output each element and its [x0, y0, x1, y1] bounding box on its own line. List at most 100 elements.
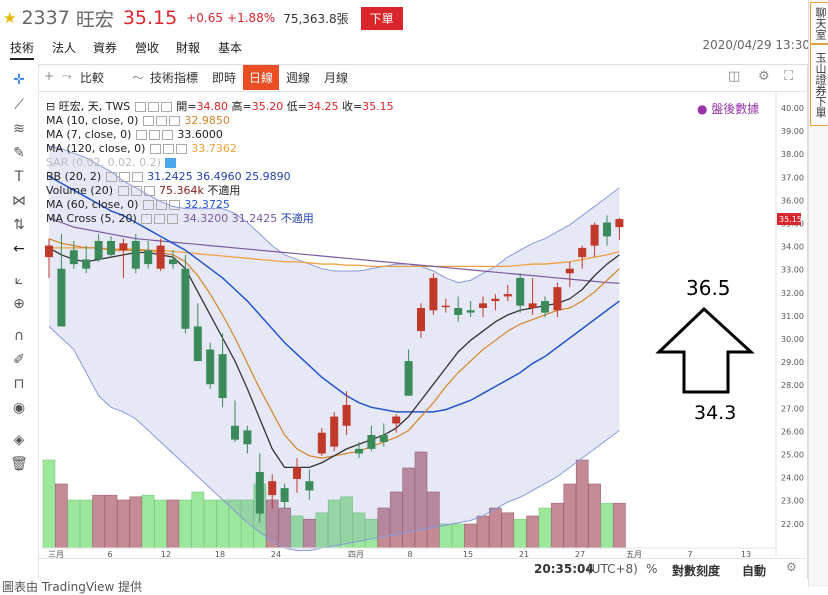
price-tick-label: 22.00: [781, 520, 804, 529]
candle-body: [355, 448, 363, 454]
compare-button[interactable]: 比較: [80, 71, 105, 85]
volume-bar: [92, 494, 105, 549]
order-button[interactable]: 下單: [360, 6, 403, 30]
legend-collapse-icon[interactable]: ⊟: [46, 100, 56, 113]
trend-line-icon[interactable]: ⟋: [14, 97, 24, 113]
daily-button[interactable]: 日線: [243, 65, 280, 90]
time-tick-label: 8: [407, 550, 412, 559]
fullscreen-icon[interactable]: ⛶: [784, 69, 794, 84]
tab-institutional[interactable]: 法人: [52, 41, 77, 55]
candle-body: [255, 471, 264, 514]
crosshair-icon[interactable]: ✛: [13, 72, 25, 88]
chart-status-bar: 20:35:04 (UTC+8) % 對數刻度 自動 ⚙: [38, 558, 806, 579]
volume-bar: [501, 512, 515, 549]
tab-margin[interactable]: 資券: [93, 41, 118, 55]
legend-close-label: 收=: [341, 100, 363, 113]
lock-icon[interactable]: ⊓: [13, 376, 25, 392]
volume-bar: [104, 494, 118, 549]
candle-body: [169, 259, 177, 265]
candle-body: [45, 245, 53, 258]
legend-settings-icon[interactable]: [147, 102, 159, 112]
candle-body: [82, 259, 91, 269]
layers-icon[interactable]: ◈: [13, 432, 25, 448]
lock-drawing-icon[interactable]: ✐: [13, 352, 25, 368]
tab-financials[interactable]: 財報: [176, 41, 201, 55]
volume-bar: [476, 515, 490, 549]
candle-body: [417, 307, 425, 332]
chatroom-button[interactable]: 聊天室: [810, 2, 828, 44]
candle-body: [578, 247, 587, 258]
monthly-button[interactable]: 月線: [324, 71, 349, 85]
candle-body: [528, 303, 537, 308]
candle-body: [206, 349, 215, 385]
measure-tool-icon[interactable]: ⇅: [13, 217, 25, 233]
candle-body: [479, 303, 487, 308]
status-timezone[interactable]: (UTC+8): [587, 562, 638, 576]
add-symbol-icon[interactable]: +: [44, 69, 55, 83]
legend-high-label: 高=: [231, 100, 252, 113]
settings-gear-icon[interactable]: ⚙: [758, 69, 770, 84]
legend-sar: SAR (0.02, 0.02, 0.2): [46, 156, 177, 169]
tab-revenue[interactable]: 營收: [135, 41, 160, 55]
zoom-in-icon[interactable]: ⊕: [13, 296, 25, 312]
legend-ma7: MA (7, close, 0) 33.6000: [46, 128, 223, 141]
volume-bar: [526, 515, 539, 549]
volume-bar: [600, 502, 614, 549]
magnet-icon[interactable]: ∩: [13, 328, 25, 344]
camera-icon[interactable]: ◫: [728, 69, 741, 84]
auto-scale-button[interactable]: 自動: [742, 564, 767, 578]
price-tick-label: 40.00: [781, 104, 804, 113]
drawing-toolbar: ✛ ⟋ ≋ ✎ T ⋈ ⇅ ← ⟀ ⊕ ∩ ✐ ⊓ ◉ ◈ 🗑: [0, 64, 39, 578]
main-nav: 技術 法人 資券 營收 財報 基本: [0, 36, 810, 60]
volume-bar: [203, 499, 217, 549]
text-tool-icon[interactable]: T: [14, 169, 24, 185]
stock-name: 旺宏: [75, 8, 114, 31]
candle-body: [491, 298, 500, 302]
candle-body: [590, 224, 599, 246]
tab-basic[interactable]: 基本: [218, 41, 243, 55]
after-hours-data[interactable]: ● 盤後數據: [697, 102, 760, 116]
annotation-bottom-value: 34.3: [694, 402, 736, 424]
trash-icon[interactable]: 🗑: [10, 456, 28, 472]
ruler-icon[interactable]: ⟀: [14, 272, 24, 288]
price-tick-label: 33.00: [781, 266, 804, 275]
candle-body: [181, 268, 190, 329]
status-settings-icon[interactable]: ⚙: [786, 560, 797, 574]
last-price: 35.15: [122, 7, 178, 29]
volume-bar: [141, 494, 155, 549]
candle-body: [305, 481, 314, 491]
weekly-button[interactable]: 週線: [286, 71, 311, 85]
candle-body: [243, 430, 252, 445]
price-change: +0.65: [186, 11, 224, 25]
legend-open-label: 開=: [176, 100, 197, 113]
candle-body: [379, 435, 388, 442]
tab-technical[interactable]: 技術: [10, 39, 35, 60]
volume-bar: [538, 507, 552, 549]
legend-visibility-icon[interactable]: [134, 102, 146, 112]
fib-tool-icon[interactable]: ≋: [13, 121, 25, 137]
bb-lower-line: [48, 326, 620, 552]
pattern-tool-icon[interactable]: ⋈: [12, 193, 26, 209]
log-scale-button[interactable]: 對數刻度: [672, 564, 721, 578]
broker-order-button[interactable]: 玉山證券下單: [810, 44, 828, 126]
time-tick-label: 五月: [626, 550, 642, 559]
volume-bar: [166, 499, 180, 549]
brush-icon[interactable]: ✎: [13, 145, 25, 161]
ma7-line: [48, 247, 620, 469]
legend-symbol: 旺宏, 天, TWS: [58, 100, 131, 113]
percent-scale-button[interactable]: %: [646, 562, 658, 576]
legend-volume: Volume (20) 75.364k 不適用: [46, 184, 241, 197]
legend-close-icon[interactable]: [160, 102, 172, 112]
back-arrow-icon[interactable]: ←: [13, 241, 25, 257]
eye-icon[interactable]: ◉: [12, 400, 26, 416]
candle-body: [193, 326, 202, 362]
intraday-button[interactable]: 即時: [212, 71, 237, 85]
volume-bar: [513, 518, 527, 549]
favorite-star-icon[interactable]: ★: [3, 9, 17, 27]
price-tick-label: 27.00: [781, 404, 804, 413]
volume-bar: [42, 459, 56, 549]
stock-code: 2337: [21, 7, 70, 29]
indicators-button[interactable]: 技術指標: [150, 71, 199, 85]
indicators-icon: 〜: [132, 71, 145, 85]
